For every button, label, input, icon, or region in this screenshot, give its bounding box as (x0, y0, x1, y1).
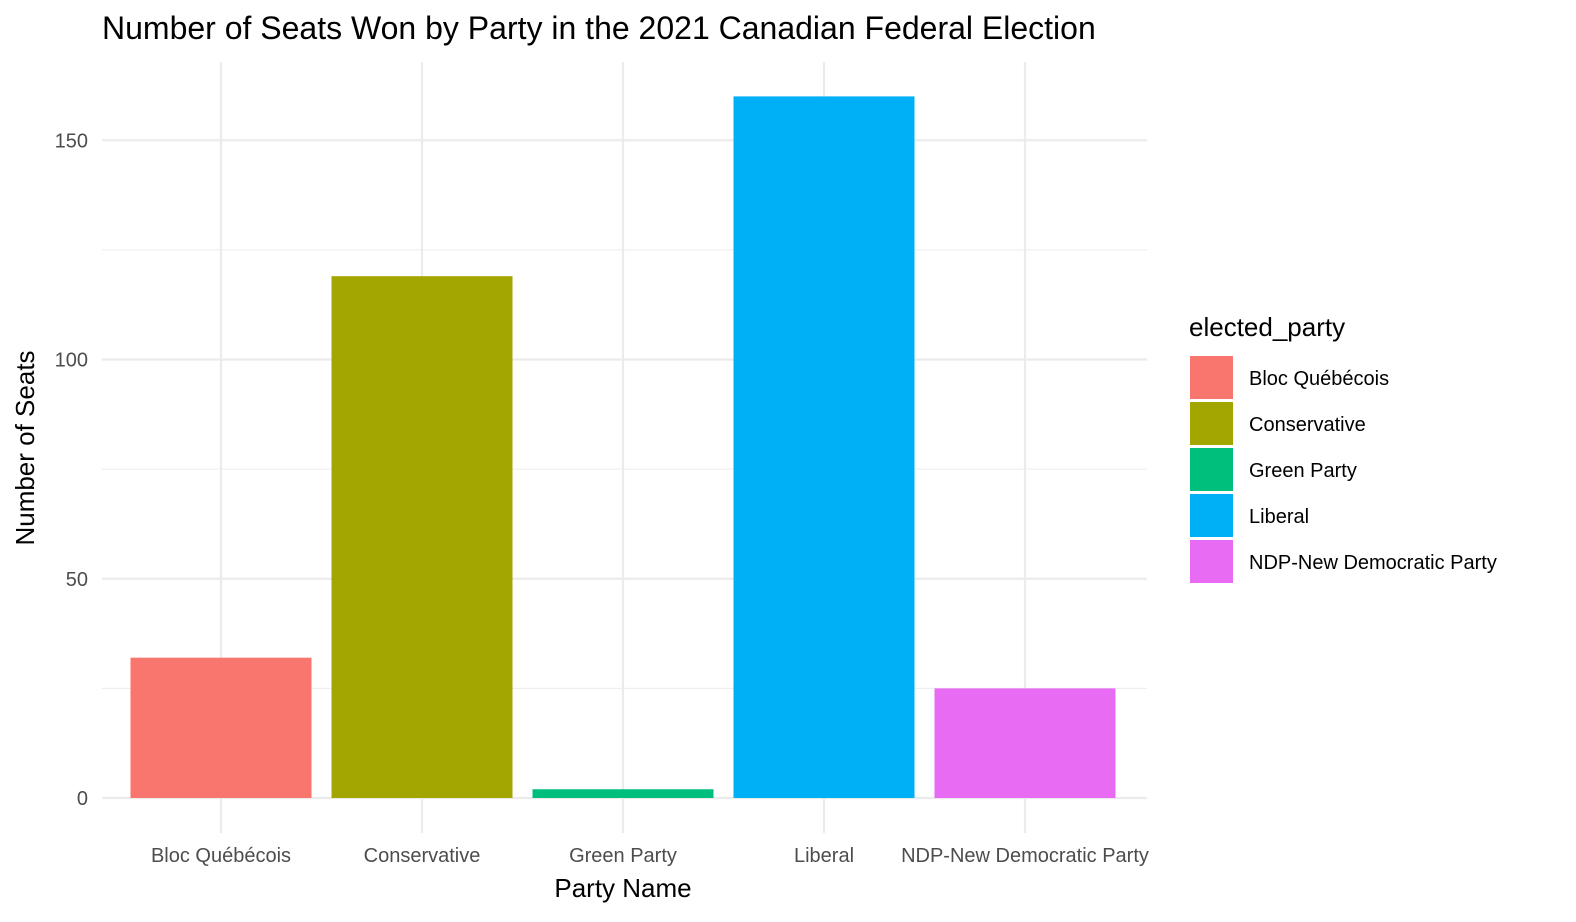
y-tick-label: 50 (66, 569, 88, 591)
legend: elected_party Bloc Québécois Conservative… (1189, 312, 1497, 583)
x-axis-title: Party Name (554, 873, 691, 903)
chart-title: Number of Seats Won by Party in the 2021… (102, 10, 1096, 46)
legend-label: Bloc Québécois (1249, 368, 1389, 390)
x-tick-label: Liberal (794, 845, 854, 867)
y-axis-title: Number of Seats (10, 350, 40, 545)
legend-swatch (1190, 402, 1233, 445)
legend-swatch (1190, 448, 1233, 491)
x-tick-label: Conservative (364, 845, 481, 867)
y-tick-label: 100 (55, 350, 88, 372)
bars (130, 96, 1116, 798)
bar-conservative (331, 276, 513, 798)
legend-swatch (1190, 356, 1233, 399)
x-axis-ticks: Bloc Québécois Conservative Green Party Lib… (151, 845, 1149, 867)
x-tick-label: NDP-New Democratic Party (901, 845, 1149, 867)
legend-title: elected_party (1189, 312, 1345, 342)
x-tick-label: Green Party (569, 845, 677, 867)
bar-ndp-new-democratic-party (934, 688, 1116, 798)
legend-label: Green Party (1249, 460, 1357, 482)
y-tick-label: 150 (55, 130, 88, 152)
y-axis-ticks: 0 50 100 150 (55, 130, 88, 810)
bar-liberal (733, 96, 915, 798)
legend-label: Liberal (1249, 506, 1309, 528)
y-tick-label: 0 (77, 788, 88, 810)
legend-label: Conservative (1249, 414, 1366, 436)
legend-swatch (1190, 540, 1233, 583)
legend-label: NDP-New Democratic Party (1249, 552, 1497, 574)
legend-swatch (1190, 494, 1233, 537)
bar-green-party (532, 789, 714, 798)
x-tick-label: Bloc Québécois (151, 845, 291, 867)
bar-bloc-qu-b-cois (130, 657, 312, 798)
